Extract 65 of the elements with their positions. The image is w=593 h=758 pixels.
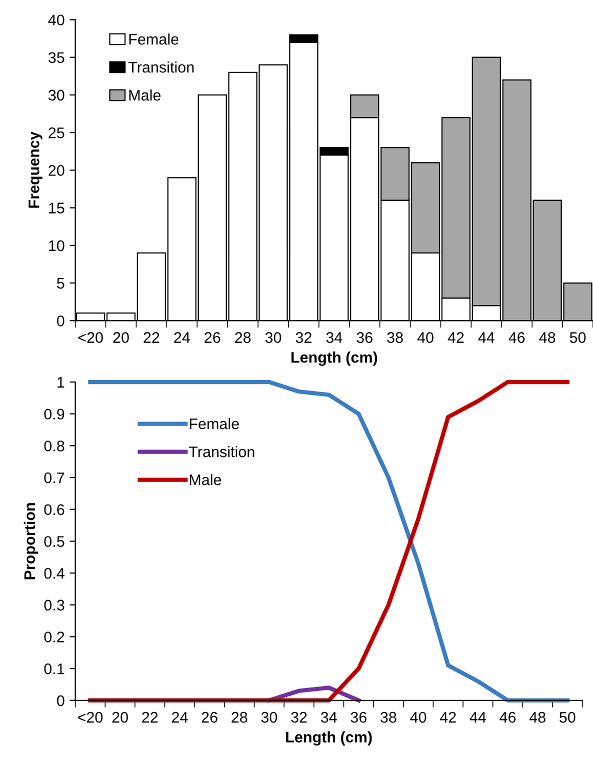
x-tick-label: 34 bbox=[326, 332, 342, 343]
x-tick-label: 20 bbox=[112, 712, 128, 723]
y-tick-label: 0.2 bbox=[44, 632, 64, 642]
x-tick-label: 22 bbox=[144, 332, 160, 343]
y-tick-label: 0.6 bbox=[44, 504, 64, 516]
y-tick-label: 5 bbox=[57, 278, 64, 289]
x-tick-label: 22 bbox=[142, 712, 158, 723]
x-tick-label: 30 bbox=[261, 712, 278, 723]
y-tick-label: 25 bbox=[48, 127, 64, 138]
x-tick-label: 34 bbox=[320, 712, 337, 723]
x-tick-label: 24 bbox=[172, 712, 188, 723]
y-axis-title: Frequency bbox=[28, 132, 42, 208]
x-tick-label: 44 bbox=[478, 332, 494, 343]
line-series bbox=[88, 380, 570, 702]
y-tick-label: 40 bbox=[48, 14, 64, 26]
y-tick-label: 35 bbox=[48, 52, 64, 64]
x-tick-label: 44 bbox=[470, 712, 486, 723]
x-tick-label: 42 bbox=[448, 332, 464, 343]
y-tick-label: 0.1 bbox=[44, 663, 64, 674]
x-tick-label: 38 bbox=[387, 332, 403, 343]
legend-label: Transition bbox=[128, 61, 194, 73]
legend-label: Female bbox=[129, 33, 178, 45]
legend-label: Male bbox=[129, 89, 161, 101]
x-tick-label: <20 bbox=[78, 332, 103, 343]
y-tick-label: 0.3 bbox=[44, 600, 64, 611]
x-tick-label: 40 bbox=[410, 712, 426, 723]
x-tick-label: 50 bbox=[570, 332, 586, 343]
x-tick-label: 48 bbox=[529, 712, 546, 723]
x-axis-title: Length (cm) bbox=[286, 731, 372, 746]
legend-label: Transition bbox=[188, 446, 254, 458]
x-tick-label: 40 bbox=[417, 332, 434, 343]
y-tick-label: 15 bbox=[49, 202, 64, 214]
y-tick-label: 0.9 bbox=[44, 408, 64, 420]
x-tick-label: 20 bbox=[113, 332, 129, 343]
x-tick-label: 46 bbox=[508, 332, 525, 343]
x-tick-label: 46 bbox=[500, 712, 516, 723]
x-tick-label: 48 bbox=[539, 332, 556, 343]
x-tick-label: 28 bbox=[235, 332, 251, 343]
x-tick-label: 24 bbox=[174, 332, 190, 343]
legend-label: Female bbox=[190, 418, 239, 430]
x-tick-label: 30 bbox=[265, 332, 282, 343]
y-tick-label: 0.7 bbox=[44, 472, 64, 484]
x-tick-label: <20 bbox=[78, 712, 103, 723]
y-tick-label: 1 bbox=[58, 377, 64, 388]
x-tick-label: 32 bbox=[291, 712, 307, 723]
x-tick-label: 36 bbox=[356, 332, 372, 343]
x-tick-label: 36 bbox=[350, 712, 366, 723]
y-tick-label: 0 bbox=[56, 695, 64, 706]
x-axis-title: Length (cm) bbox=[291, 352, 378, 366]
x-tick-label: 28 bbox=[232, 712, 248, 723]
y-tick-label: 30 bbox=[48, 90, 64, 101]
legend-label: Male bbox=[190, 474, 222, 486]
x-tick-label: 32 bbox=[296, 332, 312, 343]
x-tick-label: 42 bbox=[440, 712, 456, 723]
y-tick-label: 20 bbox=[48, 165, 64, 176]
y-tick-label: 0.4 bbox=[44, 568, 64, 579]
x-tick-label: 38 bbox=[380, 712, 396, 723]
x-tick-label: 26 bbox=[202, 712, 218, 723]
y-tick-label: 0 bbox=[56, 316, 64, 326]
x-tick-label: 50 bbox=[560, 712, 576, 723]
x-tick-label: 26 bbox=[204, 332, 220, 343]
y-tick-label: 0.5 bbox=[44, 536, 64, 547]
y-tick-label: 10 bbox=[49, 240, 64, 252]
y-tick-label: 0.8 bbox=[44, 440, 64, 452]
y-axis-title: Proportion bbox=[24, 503, 38, 580]
